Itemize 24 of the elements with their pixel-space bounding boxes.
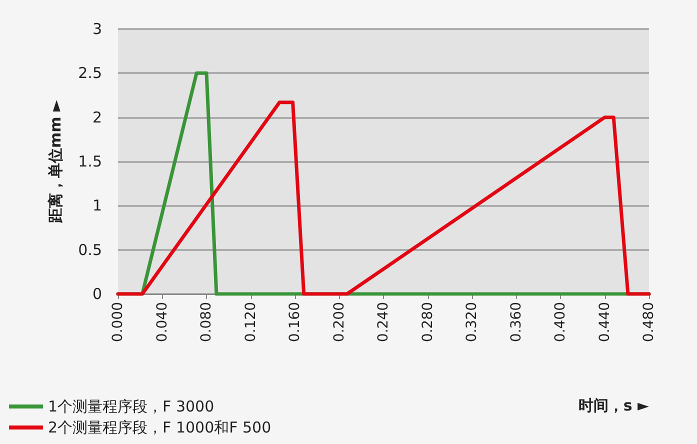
x-tick-label: 0.080 <box>198 302 214 342</box>
x-axis-title: 时间，s ► <box>578 396 650 414</box>
y-tick-label: 2 <box>92 108 102 126</box>
legend-label: 2个测量程序段，F 1000和F 500 <box>48 418 272 436</box>
x-tick-label: 0.320 <box>464 302 480 342</box>
x-tick-label: 0.280 <box>420 302 436 342</box>
legend-label: 1个测量程序段，F 3000 <box>48 398 214 416</box>
x-tick-label: 0.360 <box>508 302 524 342</box>
x-tick-label: 0.400 <box>552 302 568 342</box>
x-tick-label: 0.160 <box>287 302 303 342</box>
x-tick-label: 0.440 <box>596 302 613 342</box>
x-tick-label: 0.480 <box>641 302 657 342</box>
y-tick-label: 0.5 <box>78 240 102 259</box>
y-axis-title: 距离，单位mm ► <box>46 100 64 224</box>
y-tick-label: 1 <box>92 196 102 215</box>
y-tick-label: 1.5 <box>78 152 102 170</box>
y-tick-label: 3 <box>92 20 102 38</box>
x-tick-label: 0.200 <box>331 302 348 342</box>
x-tick-label: 0.000 <box>110 302 126 342</box>
x-tick-label: 0.120 <box>242 302 259 342</box>
y-tick-label: 2.5 <box>78 64 102 82</box>
x-tick-label: 0.040 <box>154 302 170 342</box>
y-tick-label: 0 <box>92 285 102 303</box>
x-tick-label: 0.240 <box>376 302 392 342</box>
